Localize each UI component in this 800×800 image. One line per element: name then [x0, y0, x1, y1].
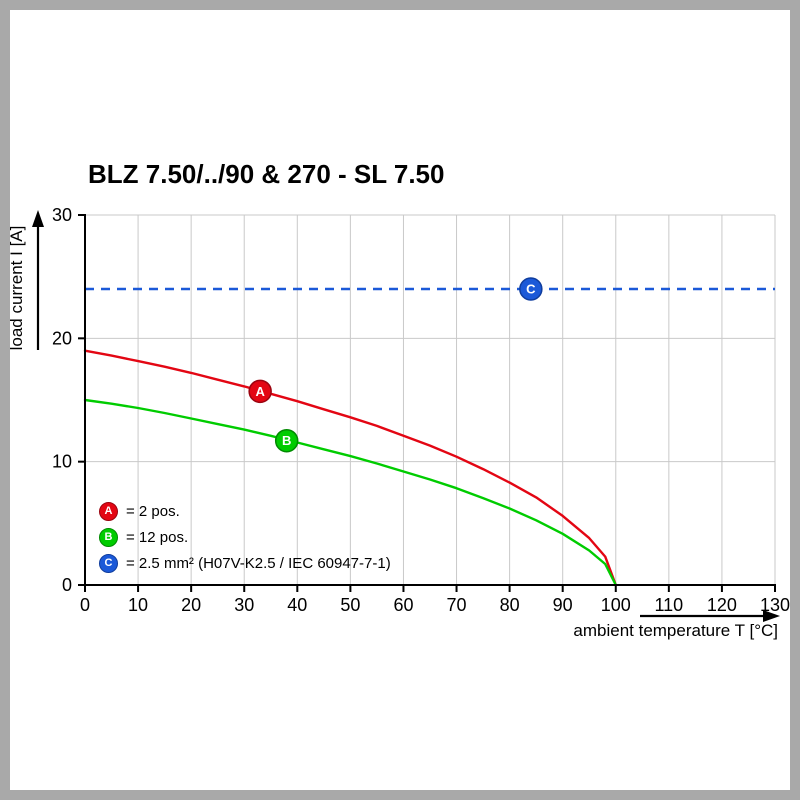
legend-label-c: = 2.5 mm² (H07V-K2.5 / IEC 60947-7-1) [126, 555, 391, 572]
y-tick-label: 20 [52, 328, 72, 348]
y-axis-arrow-icon [32, 210, 44, 350]
x-tick-label: 130 [760, 595, 790, 615]
legend-label-b: = 12 pos. [126, 529, 189, 546]
x-tick-label: 0 [80, 595, 90, 615]
legend-label-a: = 2 pos. [126, 503, 180, 520]
series-a-curve [83, 349, 617, 587]
x-tick-label: 100 [601, 595, 631, 615]
x-axis-arrow-icon [640, 610, 780, 622]
x-tick-label: 30 [234, 595, 254, 615]
x-tick-label: 60 [393, 595, 413, 615]
x-tick-label: 80 [500, 595, 520, 615]
plot-area: 0 10 20 30 40 50 60 70 80 90 100 110 120 1300102030AB… [52, 205, 790, 615]
x-tick-label: 10 [128, 595, 148, 615]
x-tick-label: 120 [707, 595, 737, 615]
y-tick-label: 10 [52, 452, 72, 472]
marker-a-icon [248, 379, 272, 404]
legend-marker-c-icon: C [99, 554, 118, 573]
legend-marker-b-icon: B [99, 528, 118, 547]
x-tick-label: 40 [287, 595, 307, 615]
series-b-curve [83, 398, 617, 587]
y-tick-label: 0 [62, 575, 72, 595]
x-tick-label: 50 [340, 595, 360, 615]
marker-c-icon [519, 277, 543, 301]
y-tick-label: 30 [52, 205, 72, 225]
legend-item-c: C = 2.5 mm² (H07V-K2.5 / IEC 60947-7-1) [99, 554, 391, 573]
marker-a-label: A [255, 384, 265, 399]
legend-item-a: A = 2 pos. [99, 502, 391, 521]
x-tick-label: 70 [447, 595, 467, 615]
legend-marker-a-icon: A [99, 502, 118, 521]
x-tick-label: 20 [181, 595, 201, 615]
marker-c-label: C [526, 282, 536, 297]
x-tick-label: 110 [654, 595, 683, 615]
marker-b-icon [274, 428, 299, 453]
x-axis-label: ambient temperature T [°C] [573, 621, 778, 640]
x-tick-label: 90 [553, 595, 573, 615]
legend-item-b: B = 12 pos. [99, 528, 391, 547]
chart-title: BLZ 7.50/../90 & 270 - SL 7.50 [88, 159, 445, 189]
marker-b-label: B [282, 433, 291, 448]
legend: A = 2 pos. B = 12 pos. C = 2.5 mm² (H07V… [99, 502, 391, 580]
